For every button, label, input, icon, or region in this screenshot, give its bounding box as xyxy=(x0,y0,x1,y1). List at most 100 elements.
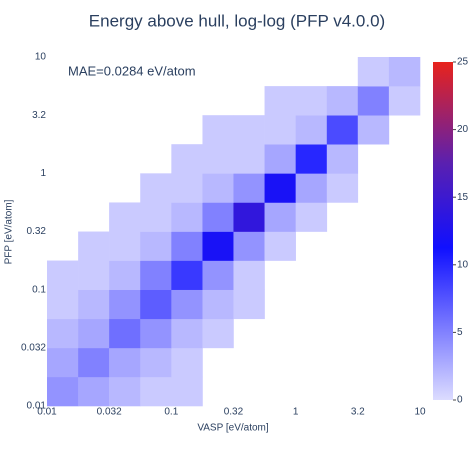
x-tick-label: 10 xyxy=(414,407,426,418)
y-tick-label: 0.01 xyxy=(27,401,47,412)
heatmap-cell xyxy=(171,144,203,174)
heatmap-cell xyxy=(327,319,358,348)
heatmap-cell xyxy=(202,202,234,232)
heatmap-cell xyxy=(327,232,358,261)
heatmap-cell xyxy=(327,290,358,319)
heatmap-cell xyxy=(47,202,78,231)
heatmap-cell xyxy=(327,261,358,290)
x-tick-label: 0.032 xyxy=(97,407,122,418)
x-tick-label: 1 xyxy=(293,407,299,418)
heatmap-cell xyxy=(47,144,78,173)
heatmap-cell xyxy=(264,144,296,174)
heatmap-cell xyxy=(327,57,358,86)
heatmap-cell xyxy=(295,202,328,232)
heatmap-cell xyxy=(140,347,172,378)
heatmap-cell xyxy=(109,144,140,173)
heatmap-cell xyxy=(78,260,110,290)
heatmap-cell xyxy=(358,319,389,348)
heatmap-cell xyxy=(295,115,328,145)
heatmap-cell xyxy=(202,231,234,261)
heatmap-cell xyxy=(326,86,359,116)
x-tick-label: 3.2 xyxy=(351,407,365,418)
heatmap-cell xyxy=(358,377,389,406)
colorbar-tick-label: 15 xyxy=(457,192,469,203)
heatmap-cell xyxy=(140,260,172,290)
heatmap-cell xyxy=(233,289,265,320)
heatmap-cell xyxy=(171,202,203,232)
heatmap-cell xyxy=(357,57,390,87)
heatmap-cell xyxy=(389,261,420,290)
heatmap-cell xyxy=(47,347,79,378)
heatmap-cell xyxy=(264,86,296,116)
heatmap-cell xyxy=(358,261,389,290)
heatmap-cell xyxy=(140,318,172,349)
heatmap-cell xyxy=(389,144,420,173)
heatmap-cell xyxy=(264,231,296,261)
heatmap-cell xyxy=(202,377,233,406)
y-tick-label: 10 xyxy=(35,52,47,63)
heatmap-cell xyxy=(326,144,359,174)
heatmap-cell xyxy=(47,232,78,261)
heatmap-cell xyxy=(295,144,328,174)
heatmap-cell xyxy=(171,86,202,115)
heatmap-cell xyxy=(233,348,264,377)
annotation: MAE=0.0284 eV/atom xyxy=(68,63,196,78)
colorbar-tick-label: 10 xyxy=(457,259,469,270)
heatmap-cell xyxy=(202,289,234,320)
heatmap-cell xyxy=(265,261,296,290)
heatmap-cell xyxy=(109,376,141,407)
heatmap-cell xyxy=(47,318,79,349)
heatmap-cell xyxy=(109,260,141,290)
heatmap-cell xyxy=(171,260,203,290)
heatmap-cell xyxy=(47,173,78,202)
heatmap-cell xyxy=(109,318,141,349)
heatmap-cell xyxy=(295,173,328,203)
heatmap-cell xyxy=(78,173,109,202)
heatmap-cell xyxy=(233,115,265,145)
heatmap-cell xyxy=(140,144,171,173)
heatmap-cell xyxy=(296,57,327,86)
x-tick-label: 0.32 xyxy=(224,407,244,418)
heatmap-cell xyxy=(140,115,171,144)
y-tick-label: 0.32 xyxy=(27,226,47,237)
y-tick-label: 0.1 xyxy=(32,284,46,295)
heatmap-cell xyxy=(171,115,202,144)
x-tick-label: 0.01 xyxy=(37,407,57,418)
heatmap-cell xyxy=(202,260,234,290)
heatmap-cell xyxy=(358,232,389,261)
heatmap-cell xyxy=(202,57,233,86)
heatmap-cell xyxy=(140,231,172,261)
x-axis-label: VASP [eV/atom] xyxy=(197,423,269,434)
heatmap-cell xyxy=(296,290,327,319)
heatmap-cell xyxy=(296,348,327,377)
colorbar xyxy=(433,62,453,400)
heatmap-cell xyxy=(389,173,420,202)
colorbar-tick-label: 20 xyxy=(457,124,469,135)
heatmap-cell xyxy=(264,202,296,232)
heatmap-cell xyxy=(78,376,110,407)
heatmap-cell xyxy=(295,86,328,116)
heatmap-cell xyxy=(358,202,389,231)
heatmap-cell xyxy=(327,348,358,377)
heatmap-cell xyxy=(109,289,141,320)
heatmap-cell xyxy=(233,57,264,86)
heatmap-cell xyxy=(233,173,265,203)
heatmap-cell xyxy=(233,231,265,261)
heatmap-cell xyxy=(326,115,359,145)
heatmap-cell xyxy=(78,347,110,378)
heatmap-cell xyxy=(296,261,327,290)
heatmap-cell xyxy=(171,289,203,320)
heatmap-cell xyxy=(140,376,172,407)
heatmap-cell xyxy=(78,289,110,320)
y-axis-label: PFP [eV/atom] xyxy=(4,199,15,264)
heatmap-cell xyxy=(140,289,172,320)
heatmap-cell xyxy=(327,202,358,231)
heatmap-cell xyxy=(296,377,327,406)
heatmap-cell xyxy=(109,115,140,144)
heatmap-cell xyxy=(265,377,296,406)
heatmap-cell xyxy=(389,348,420,377)
heatmap-cell xyxy=(171,347,203,378)
heatmap-cell xyxy=(357,86,390,116)
heatmap-cell xyxy=(265,290,296,319)
y-tick-label: 1 xyxy=(40,168,46,179)
